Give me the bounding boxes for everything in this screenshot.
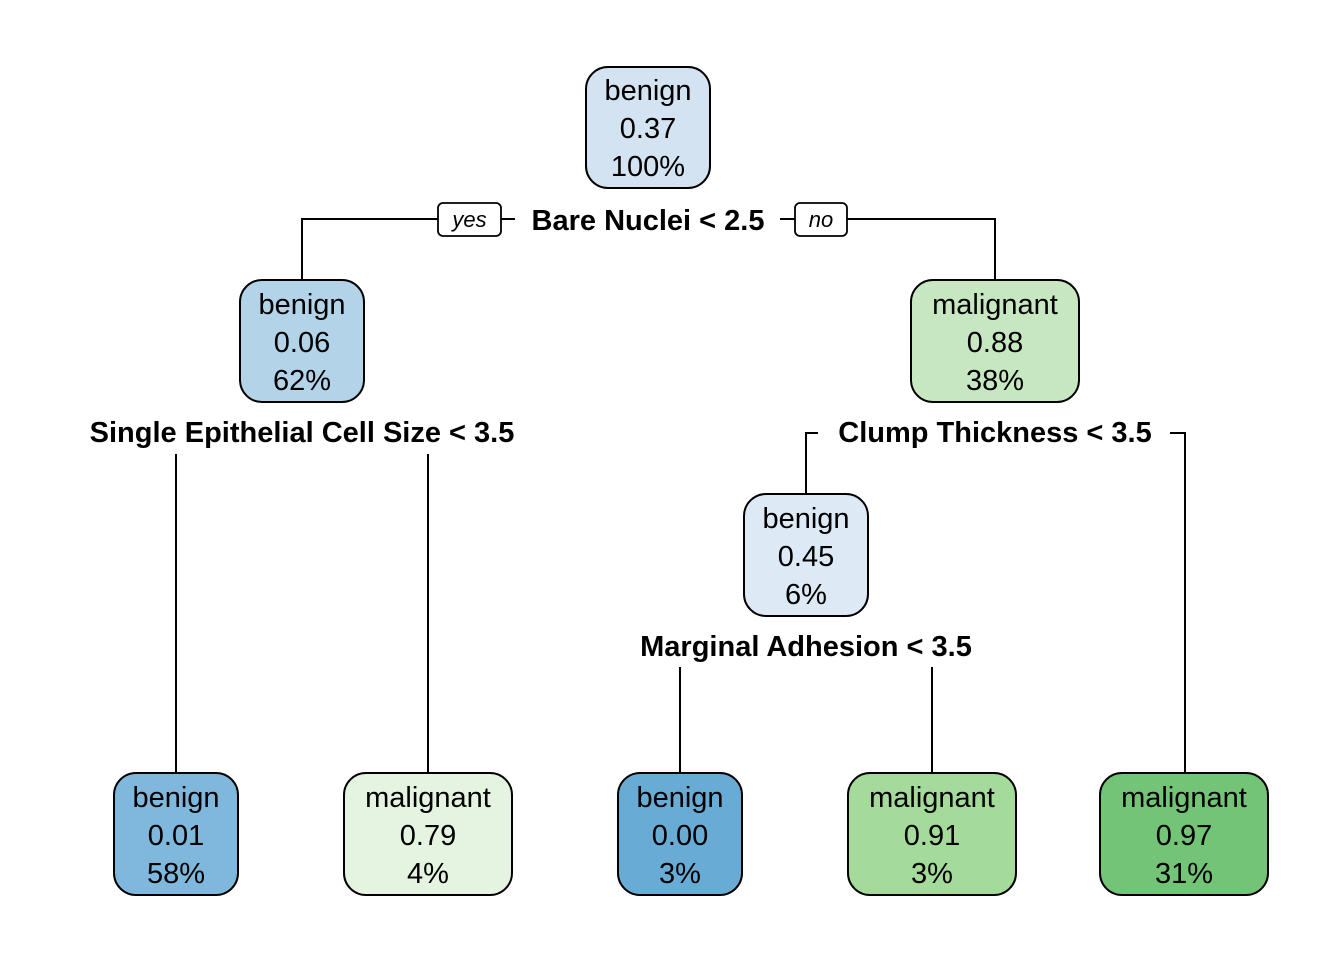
node-probability: 0.91	[904, 820, 960, 852]
edge-root-yes	[301, 218, 438, 280]
node-box	[617, 772, 743, 896]
node-box	[910, 279, 1080, 403]
yes-label: yes	[450, 207, 486, 232]
no-label: no	[809, 207, 833, 232]
node-probability: 0.45	[778, 541, 834, 573]
node-probability: 0.79	[400, 820, 456, 852]
node-probability: 0.01	[148, 820, 204, 852]
node-percentage: 38%	[966, 365, 1024, 397]
node-class: benign	[604, 75, 691, 107]
node-percentage: 3%	[911, 858, 953, 890]
node-class: malignant	[932, 289, 1058, 321]
leaf-node-4: malignant 0.91 3%	[847, 772, 1017, 896]
node-probability: 0.06	[274, 327, 330, 359]
node-percentage: 3%	[659, 858, 701, 890]
node-box	[343, 772, 513, 896]
leaf-node-1: benign 0.01 58%	[113, 772, 239, 896]
node-class: benign	[636, 782, 723, 814]
node-class: benign	[258, 289, 345, 321]
no-edge-tag: no	[794, 202, 848, 237]
node-class: benign	[762, 503, 849, 535]
node-root: benign 0.37 100%	[585, 66, 711, 189]
node-right: malignant 0.88 38%	[910, 279, 1080, 403]
edge-root-no	[847, 218, 996, 280]
split-label-right: Clump Thickness < 3.5	[838, 417, 1151, 449]
edge-right-yes	[805, 432, 818, 494]
node-box	[585, 66, 711, 189]
node-probability: 0.88	[967, 327, 1023, 359]
node-probability: 0.00	[652, 820, 708, 852]
node-class: benign	[132, 782, 219, 814]
node-percentage: 31%	[1155, 858, 1213, 890]
split-label-left: Single Epithelial Cell Size < 3.5	[90, 417, 515, 449]
node-percentage: 4%	[407, 858, 449, 890]
node-box	[239, 279, 365, 403]
node-left: benign 0.06 62%	[239, 279, 365, 403]
node-box	[847, 772, 1017, 896]
leaf-node-2: malignant 0.79 4%	[343, 772, 513, 896]
node-class: malignant	[1121, 782, 1247, 814]
split-label-root: Bare Nuclei < 2.5	[532, 205, 765, 237]
edge-right-no	[1170, 432, 1186, 773]
node-box	[1099, 772, 1269, 896]
node-percentage: 6%	[785, 579, 827, 611]
yes-edge-tag: yes	[437, 202, 502, 237]
leaf-node-5: malignant 0.97 31%	[1099, 772, 1269, 896]
node-right-left: benign 0.45 6%	[743, 493, 869, 617]
node-probability: 0.37	[620, 113, 676, 145]
node-class: malignant	[365, 782, 491, 814]
split-label-right-left: Marginal Adhesion < 3.5	[640, 631, 972, 663]
leaf-node-3: benign 0.00 3%	[617, 772, 743, 896]
node-box	[743, 493, 869, 617]
node-percentage: 100%	[611, 151, 685, 183]
node-class: malignant	[869, 782, 995, 814]
node-box	[113, 772, 239, 896]
node-probability: 0.97	[1156, 820, 1212, 852]
node-percentage: 58%	[147, 858, 205, 890]
node-percentage: 62%	[273, 365, 331, 397]
tree-connectors	[175, 218, 1186, 773]
